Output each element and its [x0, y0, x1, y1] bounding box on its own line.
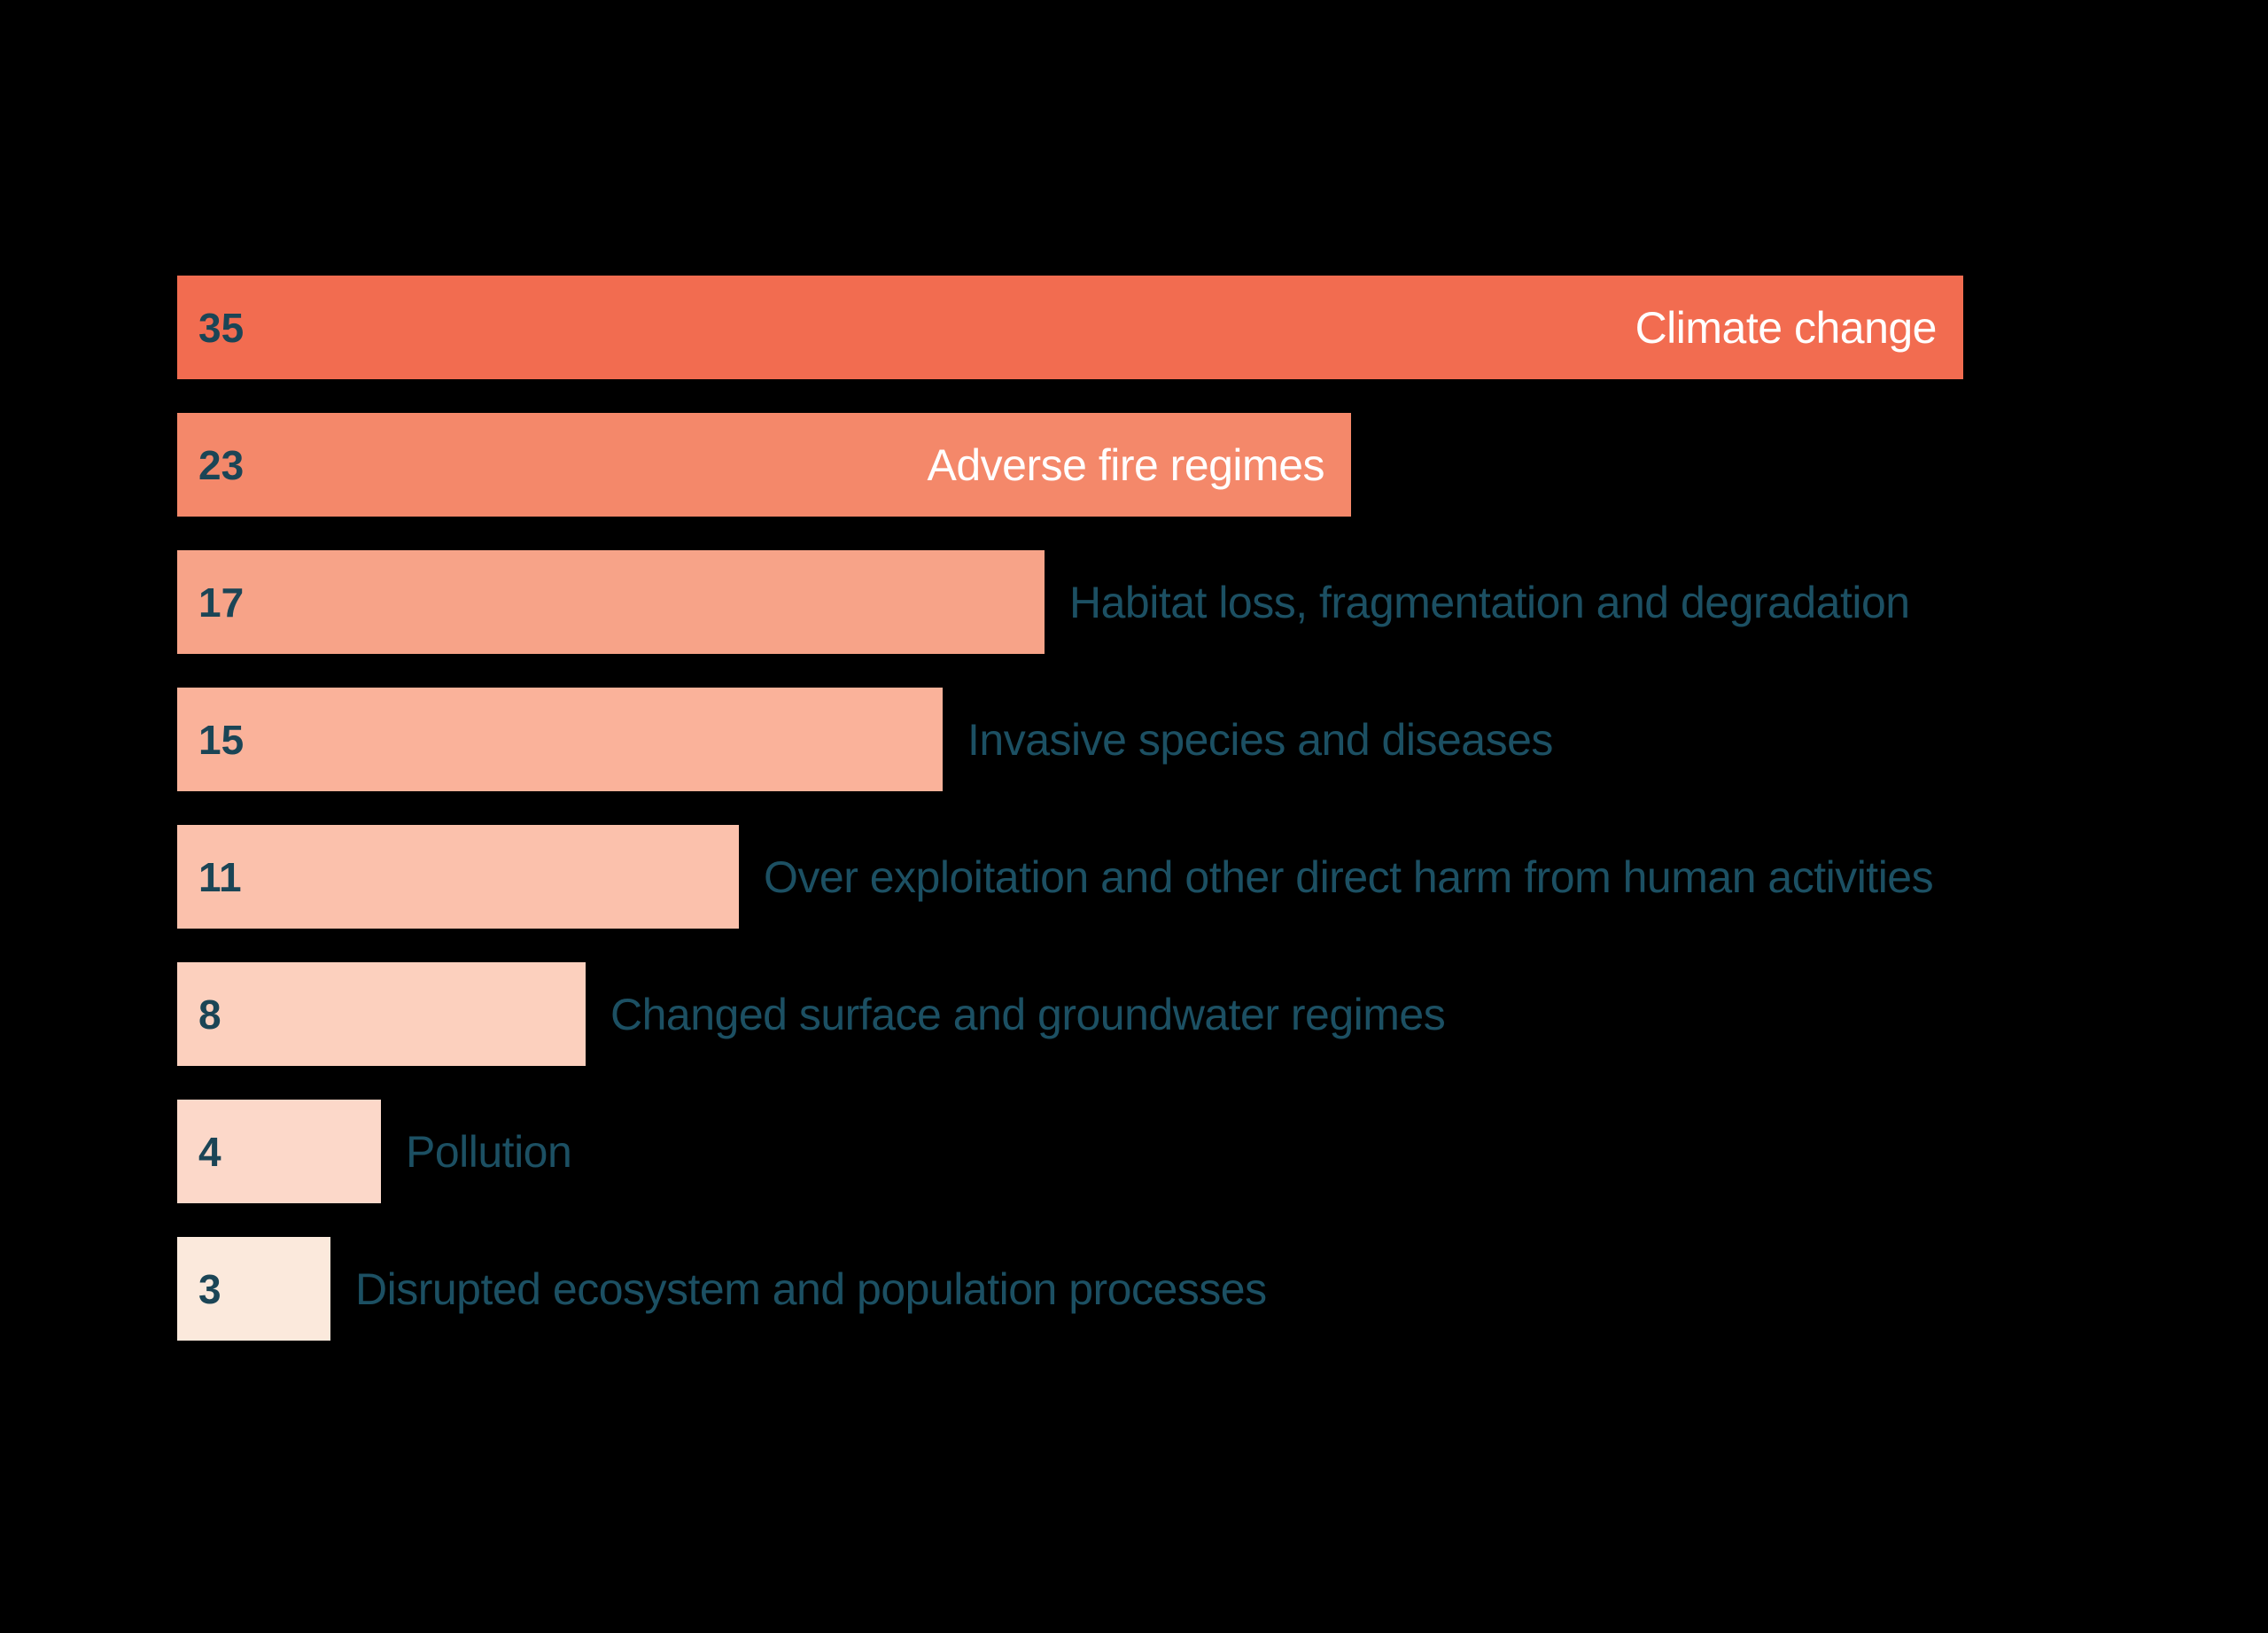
value-label: 17: [198, 579, 245, 626]
category-label: Climate change: [1635, 302, 1938, 353]
value-label: 11: [198, 853, 242, 900]
bar: 23 Adverse fire regimes: [177, 413, 1351, 517]
bar: 11: [177, 825, 739, 929]
category-label: Adverse fire regimes: [927, 439, 1325, 490]
bar: 17: [177, 550, 1045, 654]
category-label: Invasive species and diseases: [967, 714, 1553, 765]
category-label: Habitat loss, fragmentation and degradat…: [1069, 577, 1910, 627]
bar-row: 11 Over exploitation and other direct har…: [0, 825, 2268, 929]
bar-row: 23 Adverse fire regimes: [0, 413, 2268, 517]
value-label: 3: [198, 1265, 221, 1312]
bar-row: 17 Habitat loss, fragmentation and degrad…: [0, 550, 2268, 654]
bar: 35 Climate change: [177, 276, 1963, 379]
bar: 4: [177, 1100, 381, 1203]
bar: 8: [177, 962, 586, 1066]
category-label: Disrupted ecosystem and population proce…: [355, 1264, 1267, 1314]
category-label: Over exploitation and other direct harm …: [764, 851, 1934, 902]
value-label: 4: [198, 1128, 221, 1175]
category-label: Pollution: [406, 1126, 572, 1177]
bar-row: 8 Changed surface and groundwater regimes: [0, 962, 2268, 1066]
value-label: 15: [198, 716, 245, 763]
bar-row: 3 Disrupted ecosystem and population proc…: [0, 1237, 2268, 1341]
bar: 3: [177, 1237, 330, 1341]
bar-row: 15 Invasive species and diseases: [0, 688, 2268, 791]
bar-row: 4 Pollution: [0, 1100, 2268, 1203]
bar: 15: [177, 688, 943, 791]
bar-row: 35 Climate change: [0, 276, 2268, 379]
value-label: 35: [198, 304, 245, 351]
category-label: Changed surface and groundwater regimes: [610, 989, 1446, 1039]
value-label: 8: [198, 991, 221, 1038]
value-label: 23: [198, 441, 245, 488]
